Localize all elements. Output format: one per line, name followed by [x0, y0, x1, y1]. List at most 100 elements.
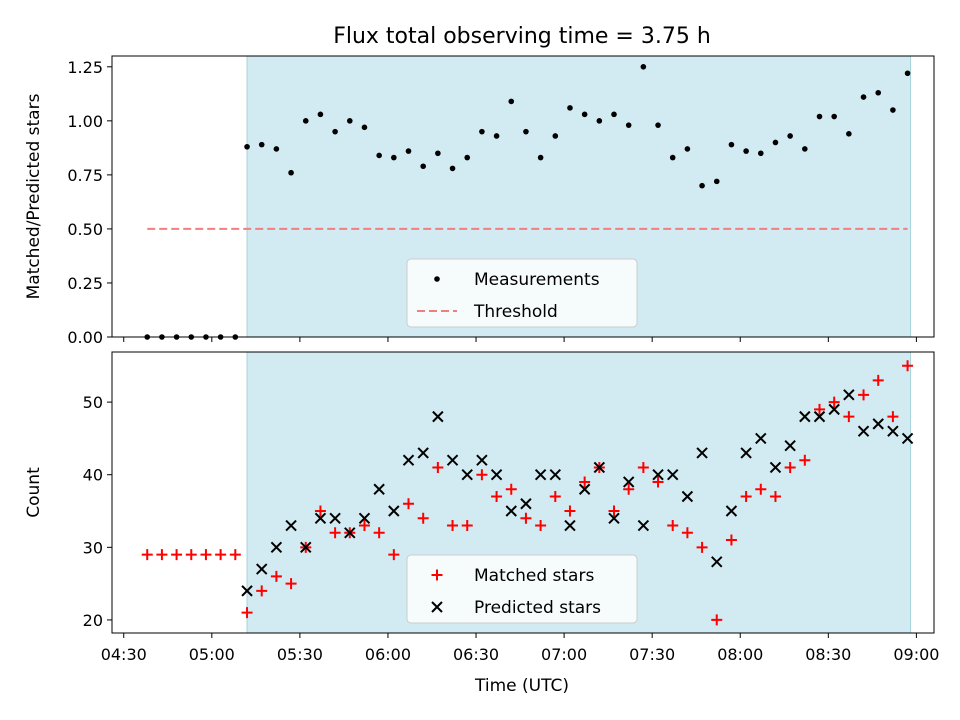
x-tick-label: 06:00: [365, 645, 411, 664]
measurement-point: [493, 133, 500, 139]
predicted-stars-point: [256, 563, 268, 575]
predicted-stars-point: [857, 425, 870, 437]
figure-title: Flux total observing time = 3.75 h: [333, 24, 711, 49]
measurement-point: [317, 111, 324, 118]
measurement-point: [743, 148, 749, 154]
legend-marker: [434, 276, 440, 282]
x-tick-label: 08:30: [805, 645, 851, 664]
y-axis-label: Matched/Predicted stars: [24, 93, 44, 299]
matched-stars-point: [902, 360, 914, 372]
matched-stars-point: [608, 505, 620, 517]
predicted-stars-point: [270, 541, 283, 554]
measurement-point: [581, 111, 588, 118]
matched-stars-point: [256, 585, 268, 597]
predicted-stars-point: [769, 461, 782, 474]
measurement-point: [376, 152, 382, 159]
matched-stars-point: [799, 454, 811, 466]
matched-stars-point: [388, 549, 400, 561]
predicted-stars-point: [887, 425, 899, 437]
matched-stars-point: [185, 549, 197, 561]
predicted-stars-point: [872, 418, 884, 430]
matched-stars-point: [476, 469, 488, 481]
matched-stars-point: [637, 461, 649, 473]
measurement-point: [655, 122, 661, 128]
matched-stars-point: [843, 411, 855, 423]
predicted-stars-point: [373, 483, 385, 495]
measurement-point: [831, 113, 837, 120]
matched-stars-point: [564, 505, 576, 517]
y-tick-label: 0.25: [67, 274, 103, 293]
matched-stars-point: [828, 396, 840, 408]
measurement-point: [699, 182, 705, 189]
measurement-point: [904, 70, 911, 77]
measurement-point: [508, 98, 515, 105]
measurement-point: [757, 150, 764, 157]
measurement-point: [449, 165, 456, 172]
top-subplot: 0.00 0.25 0.50 0.75 1.00 1.25 Matched/Predicte…: [24, 55, 935, 347]
measurement-point: [787, 133, 793, 139]
predicted-stars-point: [637, 519, 650, 532]
matched-stars-point: [156, 549, 168, 561]
predicted-stars-point: [446, 454, 459, 466]
x-axis-label: Time (UTC): [474, 676, 569, 696]
y-tick-label: 0.75: [67, 166, 103, 185]
matched-stars-point: [872, 374, 884, 386]
matched-stars-point: [755, 483, 767, 495]
matched-stars-point: [535, 520, 547, 532]
matched-stars-point: [171, 549, 183, 561]
predicted-stars-point: [578, 483, 591, 495]
bottom-subplot: 20 30 40 50 04:30 05:00 05:30 06:00 06:30 07:00 07…: [24, 351, 939, 664]
measurement-point: [420, 163, 426, 170]
measurement-point: [273, 146, 280, 152]
x-tick-label: 04:30: [101, 645, 147, 664]
matched-stars-point: [696, 541, 708, 553]
predicted-stars-point: [300, 541, 312, 554]
axes-frame: [111, 55, 935, 338]
predicted-stars-point: [329, 512, 341, 524]
x-tick-label: 07:00: [541, 645, 587, 664]
matched-stars-point: [887, 411, 899, 423]
predicted-stars-point: [813, 410, 826, 423]
measurement-point: [596, 118, 603, 124]
x-tick-label: 06:30: [453, 645, 499, 664]
predicted-stars-point: [843, 389, 855, 401]
predicted-stars-point: [344, 527, 356, 539]
y-tick-label: 0.00: [67, 328, 103, 347]
measurement-point: [288, 169, 294, 176]
measurement-point: [479, 128, 485, 135]
predicted-stars-point: [402, 454, 415, 466]
matched-stars-point: [784, 461, 796, 473]
predicted-stars-point: [608, 512, 620, 524]
measurement-point: [625, 122, 632, 128]
predicted-stars-point: [755, 432, 767, 445]
predicted-stars-point: [564, 519, 576, 532]
measurement-point: [405, 148, 412, 154]
predicted-stars-point: [314, 512, 327, 524]
predicted-stars-point: [652, 469, 664, 481]
measurement-point: [361, 124, 368, 131]
y-tick-label: 40: [83, 466, 103, 485]
matched-stars-point: [491, 490, 503, 502]
measurement-point: [669, 154, 676, 161]
legend-label: Measurements: [474, 270, 600, 290]
legend: [406, 554, 638, 624]
predicted-stars-point: [784, 439, 796, 452]
axes-frame: [111, 351, 935, 634]
measurement-point: [552, 133, 559, 139]
measurement-point: [435, 150, 441, 157]
predicted-stars-point: [593, 461, 606, 474]
matched-stars-point: [403, 498, 415, 510]
matched-stars-point: [858, 389, 870, 401]
legend-label: Threshold: [473, 302, 558, 322]
matched-stars-point: [461, 520, 473, 532]
x-tick-label: 09:00: [893, 645, 939, 664]
predicted-stars-point: [622, 476, 635, 488]
measurement-point: [846, 131, 852, 137]
matched-stars-point: [681, 527, 693, 539]
measurement-point: [816, 113, 823, 120]
predicted-stars-point: [241, 585, 253, 597]
measurement-point: [802, 146, 808, 152]
predicted-stars-point: [388, 505, 400, 517]
matched-stars-point: [711, 614, 723, 626]
matched-stars-point: [814, 403, 826, 415]
